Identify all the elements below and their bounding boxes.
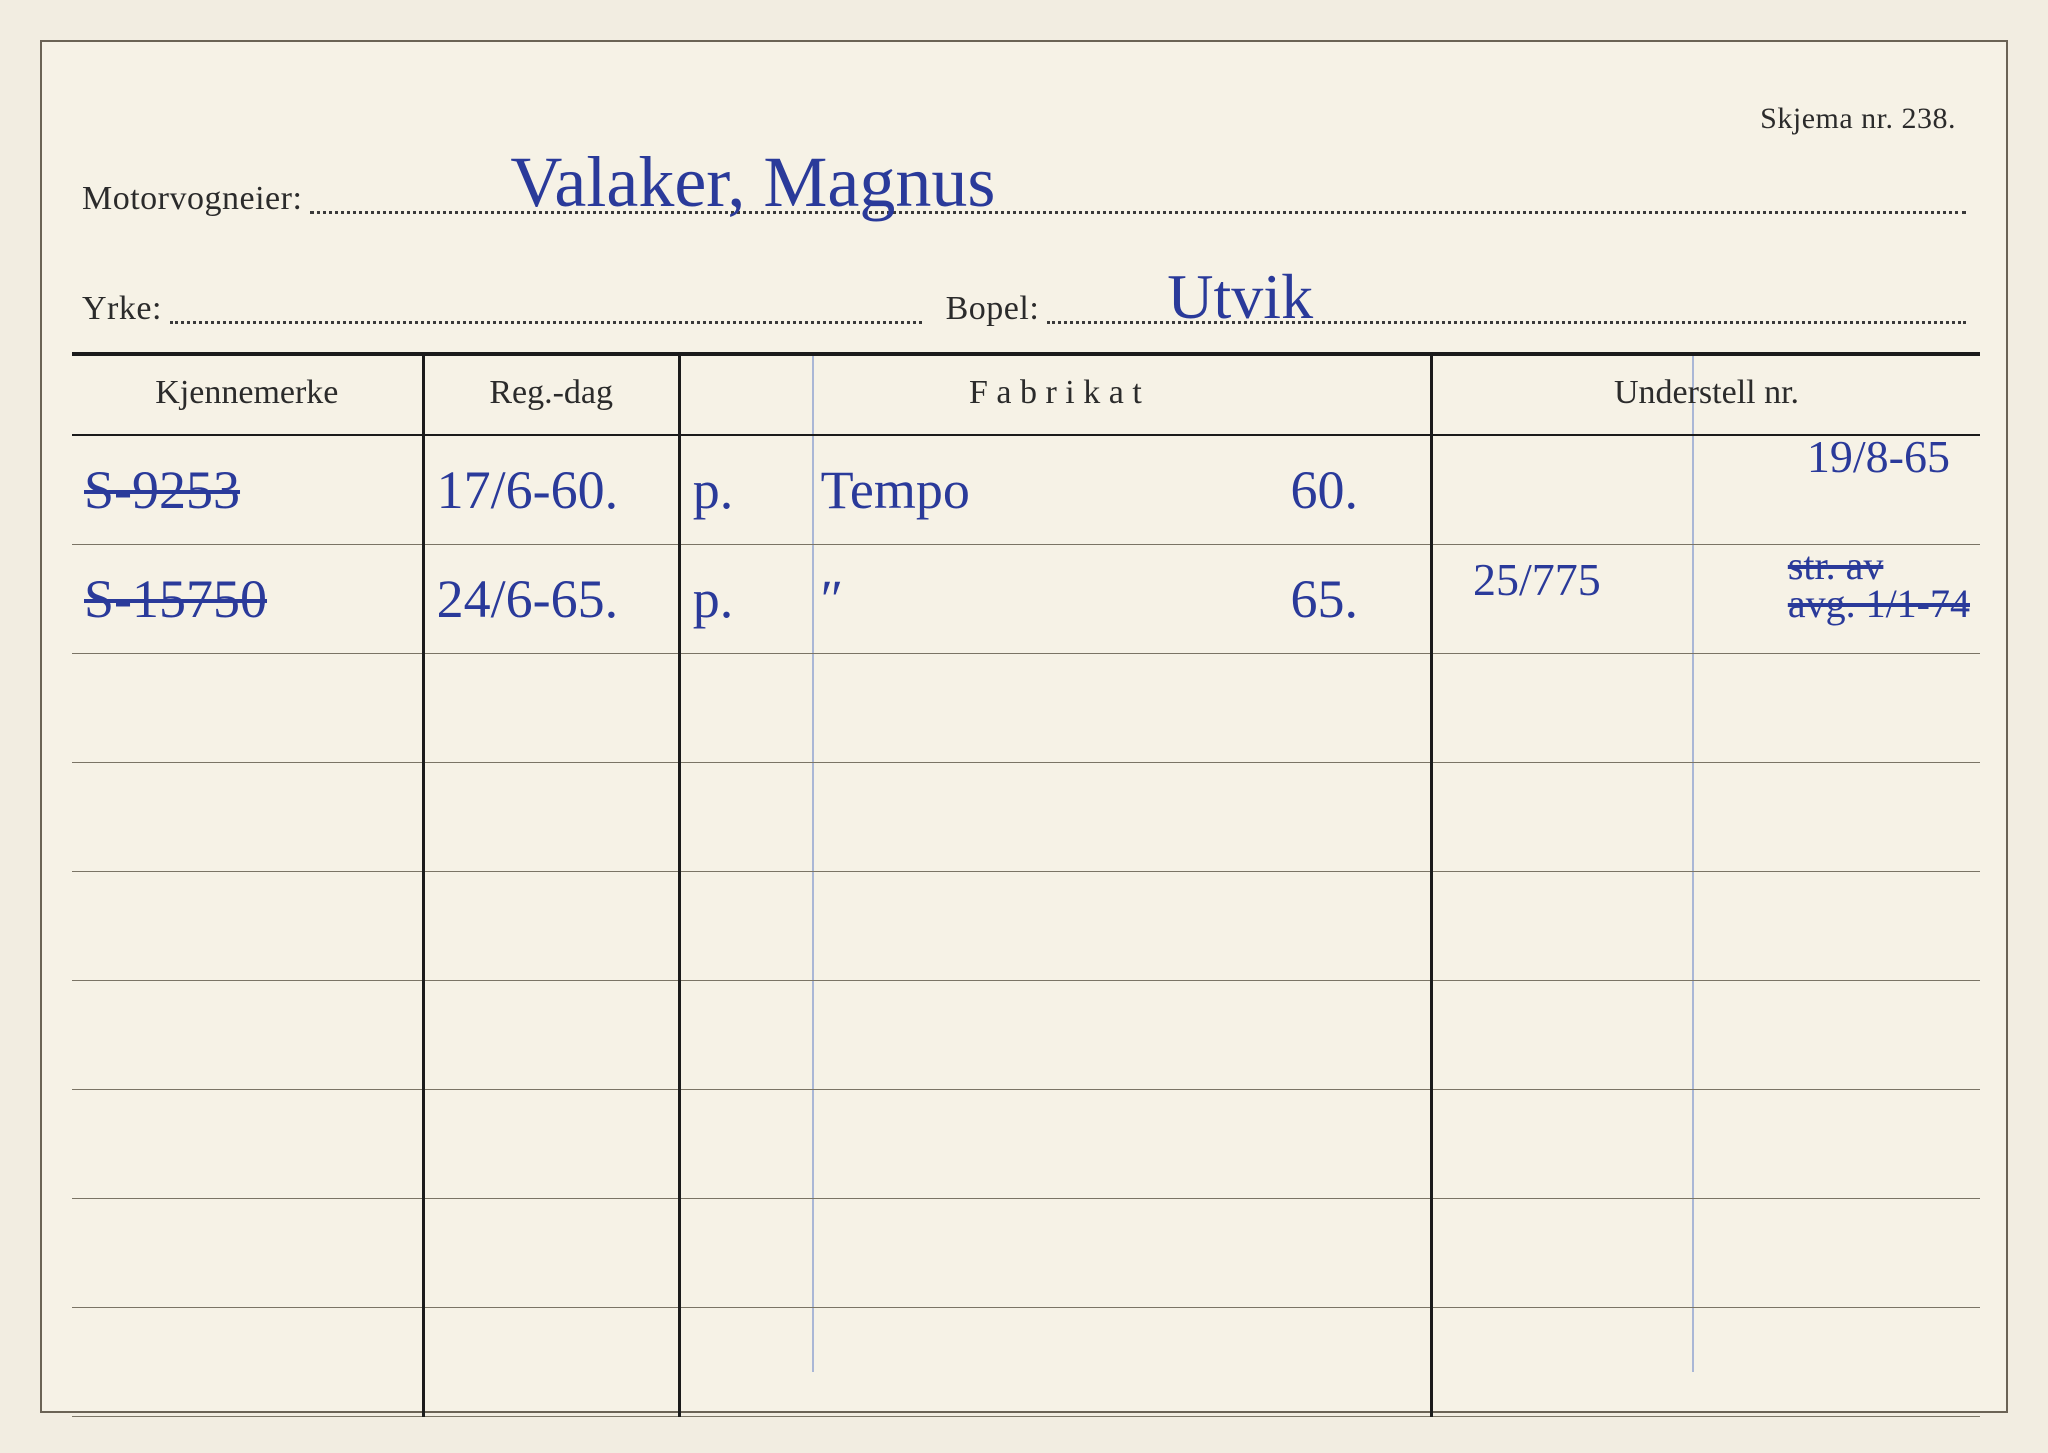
table-row-empty [72, 872, 1980, 981]
fabrikat-year: 60. [1291, 459, 1359, 521]
yrke-label: Yrke: [82, 290, 162, 328]
owner-field: Valaker, Magnus [310, 162, 1966, 218]
empty-cell [72, 872, 423, 981]
empty-cell [423, 1308, 679, 1417]
empty-cell [679, 872, 808, 981]
empty-cell [679, 654, 808, 763]
cell-type: p. [679, 435, 808, 545]
empty-cell [809, 981, 1432, 1090]
empty-cell [72, 981, 423, 1090]
cell-understell: 19/8-65 [1432, 435, 1980, 545]
table-row: S-1575024/6-65.p.″ 65. 25/775 str. avavg. 1… [72, 545, 1980, 654]
empty-cell [679, 981, 808, 1090]
empty-cell [423, 872, 679, 981]
table-row-empty [72, 981, 1980, 1090]
cell-fabrikat: Tempo 60. [809, 435, 1432, 545]
registration-card: Skjema nr. 238. Motorvogneier: Valaker, … [40, 40, 2008, 1413]
yrke-bopel-row: Yrke: Bopel: Utvik [82, 272, 1966, 328]
empty-cell [679, 1199, 808, 1308]
empty-cell [809, 1090, 1432, 1199]
bopel-label: Bopel: [946, 290, 1040, 328]
cell-kjennemerke: S-9253 [72, 435, 423, 545]
table-row-empty [72, 1199, 1980, 1308]
dotted-line [170, 321, 922, 324]
table-body: S-925317/6-60.p.Tempo60.19/8-65S-1575024… [72, 435, 1980, 1417]
table-row: S-925317/6-60.p.Tempo 60. 19/8-65 [72, 435, 1980, 545]
empty-cell [72, 1199, 423, 1308]
empty-cell [72, 1090, 423, 1199]
empty-cell [679, 763, 808, 872]
empty-cell [1432, 1308, 1980, 1417]
table-row-empty [72, 763, 1980, 872]
col-reg-dag: Reg.-dag [423, 354, 679, 435]
form-number: Skjema nr. 238. [1760, 102, 1956, 136]
cell-understell: 25/775 str. avavg. 1/1-74 [1432, 545, 1980, 654]
empty-cell [679, 1090, 808, 1199]
empty-cell [72, 1308, 423, 1417]
col-fabrikat: F a b r i k a t [679, 354, 1431, 435]
understell-note-top: 19/8-65 [1807, 430, 1950, 483]
empty-cell [1432, 654, 1980, 763]
table-header-row: Kjennemerke Reg.-dag F a b r i k a t Und… [72, 354, 1980, 435]
table-row-empty [72, 1308, 1980, 1417]
fabrikat-year: 65. [1291, 568, 1359, 630]
empty-cell [1432, 1090, 1980, 1199]
owner-name: Valaker, Magnus [510, 141, 995, 224]
empty-cell [809, 872, 1432, 981]
fabrikat-name: Tempo [821, 460, 970, 520]
empty-cell [423, 1199, 679, 1308]
owner-label: Motorvogneier: [82, 180, 302, 218]
empty-cell [72, 654, 423, 763]
col-kjennemerke: Kjennemerke [72, 354, 423, 435]
cell-reg-dag: 17/6-60. [423, 435, 679, 545]
bopel-field: Utvik [1047, 272, 1966, 328]
empty-cell [1432, 872, 1980, 981]
fabrikat-name: ″ [821, 569, 844, 629]
empty-cell [1432, 1199, 1980, 1308]
yrke-field [170, 272, 922, 328]
empty-cell [1432, 763, 1980, 872]
cell-reg-dag: 24/6-65. [423, 545, 679, 654]
empty-cell [809, 654, 1432, 763]
bopel-value: Utvik [1167, 260, 1313, 334]
empty-cell [1432, 981, 1980, 1090]
empty-cell [423, 763, 679, 872]
empty-cell [809, 763, 1432, 872]
vehicle-table: Kjennemerke Reg.-dag F a b r i k a t Und… [72, 352, 1980, 1417]
table-row-empty [72, 654, 1980, 763]
empty-cell [679, 1308, 808, 1417]
empty-cell [423, 654, 679, 763]
empty-cell [423, 1090, 679, 1199]
empty-cell [809, 1308, 1432, 1417]
empty-cell [809, 1199, 1432, 1308]
empty-cell [423, 981, 679, 1090]
understell-note-right: str. avavg. 1/1-74 [1788, 547, 1970, 623]
empty-cell [72, 763, 423, 872]
cell-fabrikat: ″ 65. [809, 545, 1432, 654]
understell-note-mid: 25/775 [1473, 553, 1601, 606]
owner-row: Motorvogneier: Valaker, Magnus [82, 162, 1966, 218]
cell-type: p. [679, 545, 808, 654]
table-row-empty [72, 1090, 1980, 1199]
cell-kjennemerke: S-15750 [72, 545, 423, 654]
col-understell: Understell nr. [1432, 354, 1980, 435]
